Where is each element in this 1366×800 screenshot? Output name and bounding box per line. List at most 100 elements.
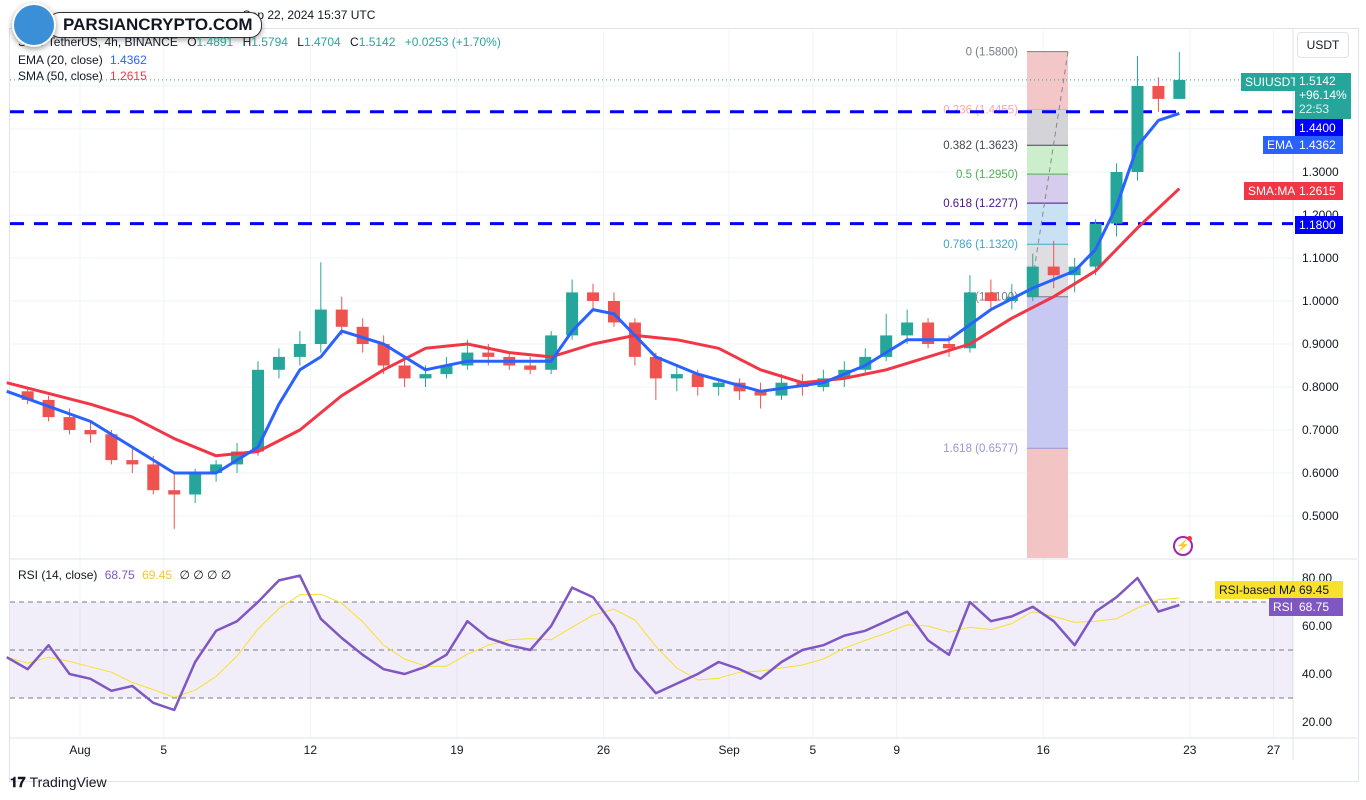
sma-legend[interactable]: SMA (50, close) 1.2615: [18, 69, 147, 83]
ema-tag: 1.4362: [1295, 136, 1343, 154]
symbol-price-tag: SUIUSDT: [1241, 73, 1302, 91]
sma-legend-value: 1.2615: [110, 69, 147, 83]
fib-level-label: 1.618 (0.6577): [943, 443, 1018, 455]
candle-body: [272, 356, 285, 370]
candle: [1110, 163, 1123, 237]
candle-body: [566, 292, 579, 336]
candle: [126, 447, 139, 473]
time-tick-label: 27: [1267, 743, 1281, 757]
candle-body: [147, 464, 160, 491]
candle: [440, 356, 453, 379]
candle: [272, 348, 285, 379]
rsi-line: [6, 574, 1180, 712]
rsi-ma-tag-label: RSI-based MA: [1215, 581, 1302, 599]
low-label: L: [297, 35, 304, 49]
candle: [649, 352, 662, 400]
candle: [293, 331, 306, 366]
time-tick-label: 5: [810, 743, 817, 757]
sma-line: [6, 187, 1181, 458]
candle-body: [901, 322, 914, 336]
lightning-alert-icon[interactable]: ⚡: [1173, 536, 1193, 556]
price-tick-label: 0.5000: [1302, 509, 1339, 523]
currency-button[interactable]: USDT: [1297, 32, 1349, 58]
candle-body: [1047, 266, 1060, 276]
logo-tree-icon: [12, 3, 56, 47]
rsi-legend-value: 68.75: [104, 568, 135, 582]
fib-level-label: 0 (1.5800): [966, 47, 1019, 59]
ema-legend[interactable]: EMA (20, close) 1.4362: [18, 53, 147, 67]
time-tick-label: 23: [1183, 743, 1197, 757]
price-tick-label: 0.7000: [1302, 423, 1339, 437]
candle-body: [1026, 266, 1039, 297]
candle-body: [587, 292, 600, 301]
ohlc-legend: SUI / TetherUS, 4h, BINANCE O1.4891 H1.5…: [18, 35, 501, 49]
time-tick-label: 9: [893, 743, 900, 757]
candle-body: [105, 434, 118, 461]
candle-body: [943, 344, 956, 349]
fib-level-label: 0.382 (1.3623): [943, 140, 1018, 152]
candle: [1173, 51, 1186, 99]
open-value: 1.4891: [196, 35, 234, 49]
candle: [754, 382, 767, 409]
candle-body: [712, 382, 725, 387]
high-value: 1.5794: [251, 35, 288, 49]
candle: [984, 279, 997, 310]
candle-body: [84, 430, 97, 435]
candle: [251, 361, 264, 456]
candle: [398, 356, 411, 387]
candle: [377, 335, 390, 375]
candle: [524, 356, 537, 375]
candle: [335, 296, 348, 336]
rsi-legend[interactable]: RSI (14, close) 68.75 69.45 ∅ ∅ ∅ ∅: [18, 568, 231, 582]
low-value: 1.4704: [303, 35, 341, 49]
candle: [963, 275, 976, 353]
candle-body: [377, 344, 390, 366]
hline-tag-2: 1.1800: [1295, 216, 1343, 234]
ema-tag-label: EMA: [1263, 136, 1298, 154]
candle-body: [649, 356, 662, 379]
price-tick-label: 0.8000: [1302, 380, 1339, 394]
candle-body: [398, 365, 411, 379]
candle-body: [210, 464, 223, 473]
close-label: C: [350, 35, 359, 49]
rsi-tick-label: 40.00: [1302, 667, 1332, 681]
rsi-ma-line: [6, 593, 1180, 698]
time-tick-label: 5: [160, 743, 167, 757]
time-tick-label: 26: [597, 743, 611, 757]
candle-body: [21, 391, 34, 400]
candle: [1152, 77, 1165, 112]
fib-level-label: 0.618 (1.2277): [943, 198, 1018, 210]
rsi-ma-legend-value: 69.45: [142, 568, 173, 582]
open-label: O: [187, 35, 197, 49]
candle-body: [63, 417, 76, 430]
price-tick-label: 1.0000: [1302, 294, 1339, 308]
tradingview-logo-icon: 𝟏𝟕: [10, 774, 26, 790]
tradingview-footer[interactable]: 𝟏𝟕 TradingView: [10, 774, 107, 791]
last-price: 1.5142: [1299, 74, 1336, 88]
change-percent: +96.14%: [1299, 88, 1347, 102]
fib-level-label: 0.786 (1.1320): [943, 239, 1018, 251]
candle: [587, 283, 600, 310]
change-value: +0.0253 (+1.70%): [404, 35, 501, 49]
candle-body: [482, 352, 495, 357]
candle: [607, 292, 620, 327]
chart-frame: [9, 28, 1359, 782]
close-value: 1.5142: [358, 35, 396, 49]
candle: [168, 473, 181, 529]
ema-legend-value: 1.4362: [110, 53, 147, 67]
fib-band: [1027, 448, 1068, 558]
timestamp: , Sep 22, 2024 15:37 UTC: [236, 8, 376, 22]
candle-body: [126, 460, 139, 465]
candle-body: [984, 292, 997, 301]
candle-body: [189, 473, 202, 495]
high-label: H: [242, 35, 252, 49]
symbol-label[interactable]: SUI / TetherUS, 4h, BINANCE: [18, 35, 178, 49]
time-tick-label: 12: [304, 743, 318, 757]
hline-tag-1: 1.4400: [1295, 119, 1343, 137]
rsi-extra-values: ∅ ∅ ∅ ∅: [179, 568, 232, 582]
candle-body: [1152, 86, 1165, 99]
candle-body: [754, 391, 767, 396]
price-tick-label: 1.1000: [1302, 251, 1339, 265]
rsi-ma-tag: 69.45: [1295, 581, 1343, 599]
